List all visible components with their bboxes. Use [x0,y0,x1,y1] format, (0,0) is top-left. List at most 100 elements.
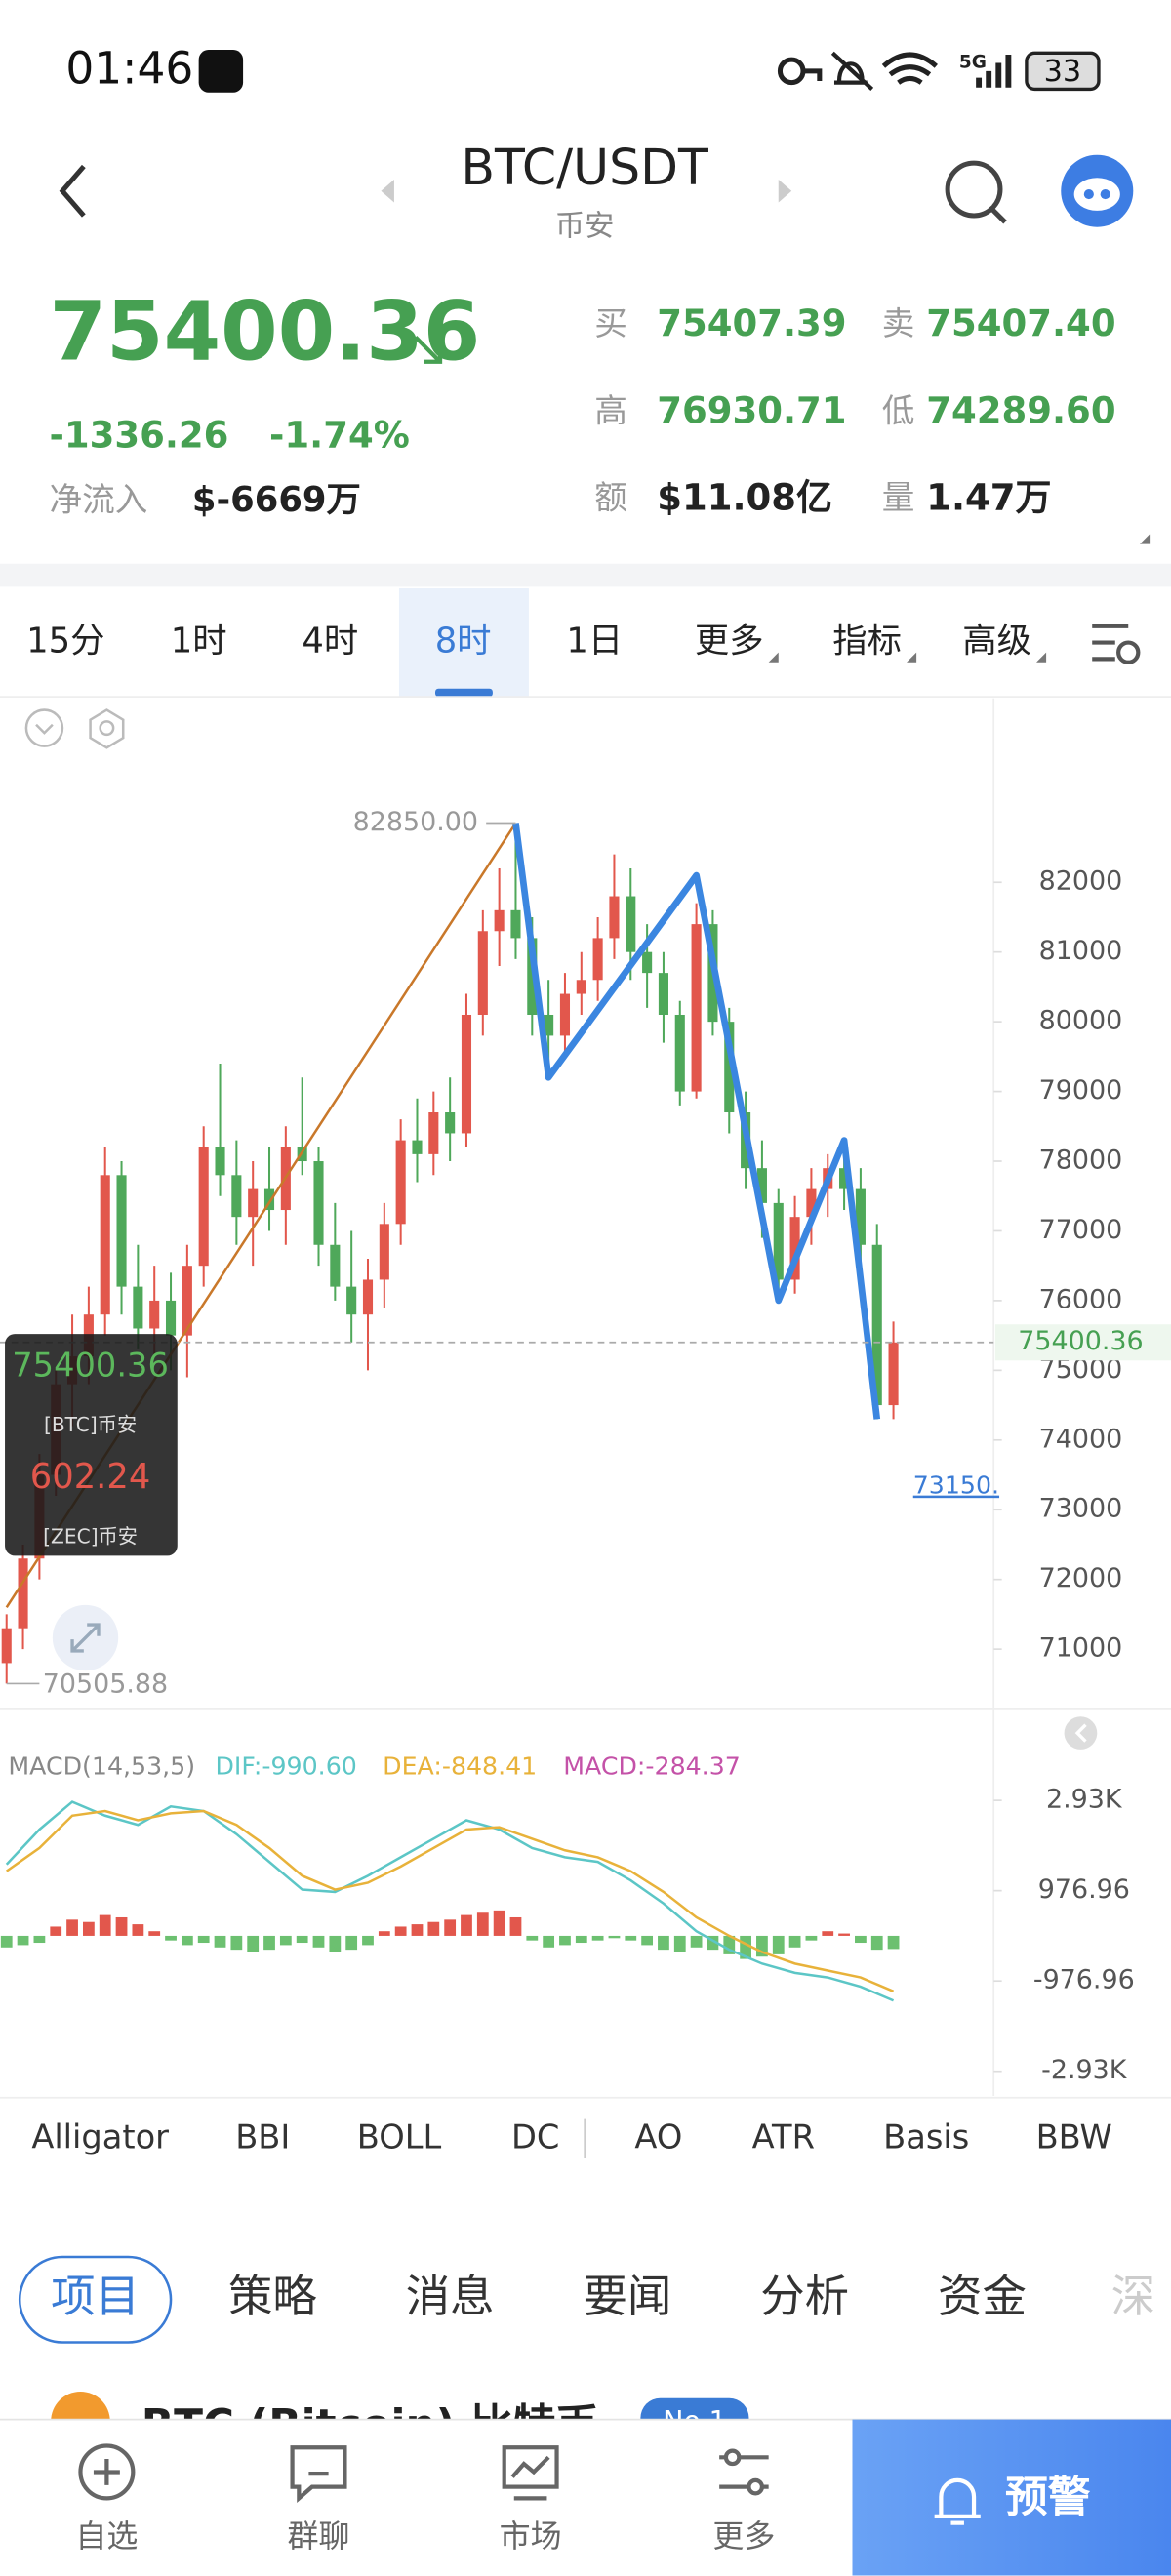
y-tick-label: -976.96 [1033,1965,1135,1995]
content-tab[interactable]: 策略 [228,2271,317,2322]
candle-body [724,1022,735,1113]
stat-label: 额 [594,479,627,517]
battery [1025,51,1101,92]
expand-corner[interactable] [1140,534,1151,544]
timeframe-tab[interactable]: 8时 [435,622,492,662]
macd-bar [476,1912,489,1936]
status-time: 01:46 [65,42,193,94]
macd-bar [870,1935,883,1951]
candle-body [215,1147,225,1176]
macd-bar [115,1916,128,1936]
nav-label[interactable]: 群聊 [288,2517,350,2555]
macd-bar [247,1935,260,1952]
prev-pair[interactable] [381,179,394,203]
tooltip-source: [ZEC]币安 [43,1524,138,1548]
indicator-tab[interactable]: DC [511,2117,559,2155]
content-tab[interactable]: 消息 [406,2271,495,2322]
stat-label: 量 [882,479,915,517]
timeframe-tab[interactable]: 4时 [302,622,358,662]
macd-bar [279,1935,292,1946]
macd-bar [461,1914,472,1936]
timeframe-tab[interactable]: 1日 [566,622,623,662]
candle-body [412,1140,423,1154]
timeframe-tab[interactable]: 指标 [832,622,902,662]
candle-body [445,1112,456,1134]
candle-body [544,1014,554,1036]
nav-icon[interactable] [290,2445,347,2504]
alert-line-label[interactable]: 73150. [913,1471,999,1500]
last-price: 75400.36 [49,283,480,379]
candle-body [461,1014,472,1134]
indicator-tab[interactable]: Alligator [31,2117,169,2155]
next-pair[interactable] [778,179,792,203]
dea-line [6,1809,895,1992]
last-price-tag [994,1324,1171,1361]
collapse-indicator[interactable] [1064,1716,1098,1750]
y-tick-label: 71000 [1039,1633,1123,1664]
chart-settings[interactable] [89,708,125,749]
content-tab[interactable]: 项目 [51,2271,140,2322]
candle-body [691,924,702,1092]
assistant-avatar [1083,189,1094,200]
macd-bar [165,1935,177,1941]
macd-bar [82,1921,95,1936]
nav-icon [723,2448,742,2467]
indicator-tab[interactable]: BBW [1036,2117,1112,2155]
indicator-tab[interactable]: ATR [752,2117,815,2155]
divider [0,563,1171,587]
candle-body [609,896,620,939]
content-tab[interactable]: 深 [1111,2271,1155,2322]
nav-label[interactable]: 市场 [500,2517,562,2555]
nav-icon [747,2477,765,2496]
nav-icon[interactable] [78,2443,136,2501]
indicator-tab[interactable]: BBI [235,2117,290,2155]
indicator-tab[interactable]: BOLL [357,2117,442,2155]
candle-body [674,1014,685,1092]
candle-body [592,938,603,981]
price-change-percent: -1.74% [269,415,410,457]
macd-bar [788,1935,801,1948]
nav-icon [93,2459,120,2485]
mute-icon [830,51,874,91]
nav-label[interactable]: 自选 [75,2517,138,2555]
content-tab[interactable]: 资金 [938,2271,1027,2322]
stat-label: 高 [594,391,627,429]
macd-bar [493,1910,505,1936]
timeframe-tab[interactable]: 1时 [171,622,227,662]
zigzag-line [512,823,881,1420]
macd-bar [296,1935,308,1944]
exchange-name: 币安 [555,209,615,243]
nav-label[interactable]: 更多 [712,2517,775,2555]
macd-bar [0,1935,13,1948]
candle-body [839,1168,850,1189]
active-tab-underline [435,688,493,698]
dropdown-caret [907,652,917,663]
timeframe-tab[interactable]: 15分 [26,622,104,662]
macd-bar [444,1919,457,1936]
macd-bar [575,1935,587,1944]
collapse-button[interactable] [24,708,64,747]
macd-bar [214,1935,226,1948]
candle-body [576,980,586,994]
timeframe-tab[interactable]: 高级 [962,622,1031,662]
settings-icon[interactable] [1092,624,1129,662]
macd-bar [329,1935,342,1952]
back-button[interactable] [59,164,86,218]
y-tick-label: 72000 [1039,1563,1123,1593]
search-button[interactable] [945,160,1003,219]
stat-value: 76930.71 [657,389,846,431]
candle-body [756,1168,767,1203]
alert-button[interactable] [852,2419,1171,2576]
content-tab[interactable]: 分析 [760,2271,849,2322]
macd-label: MACD:-284.37 [563,1751,741,1780]
content-tab[interactable]: 要闻 [583,2271,671,2322]
timeframe-tab[interactable]: 更多 [695,622,764,662]
macd-bar [132,1924,144,1936]
candle-body [116,1175,127,1287]
y-tick-label: 2.93K [1046,1785,1123,1815]
indicator-tab[interactable]: AO [634,2117,682,2155]
indicator-tab[interactable]: Basis [883,2117,969,2155]
nav-icon[interactable] [502,2445,559,2489]
y-tick-label: 80000 [1039,1006,1123,1036]
network-label: 5G [959,52,987,72]
